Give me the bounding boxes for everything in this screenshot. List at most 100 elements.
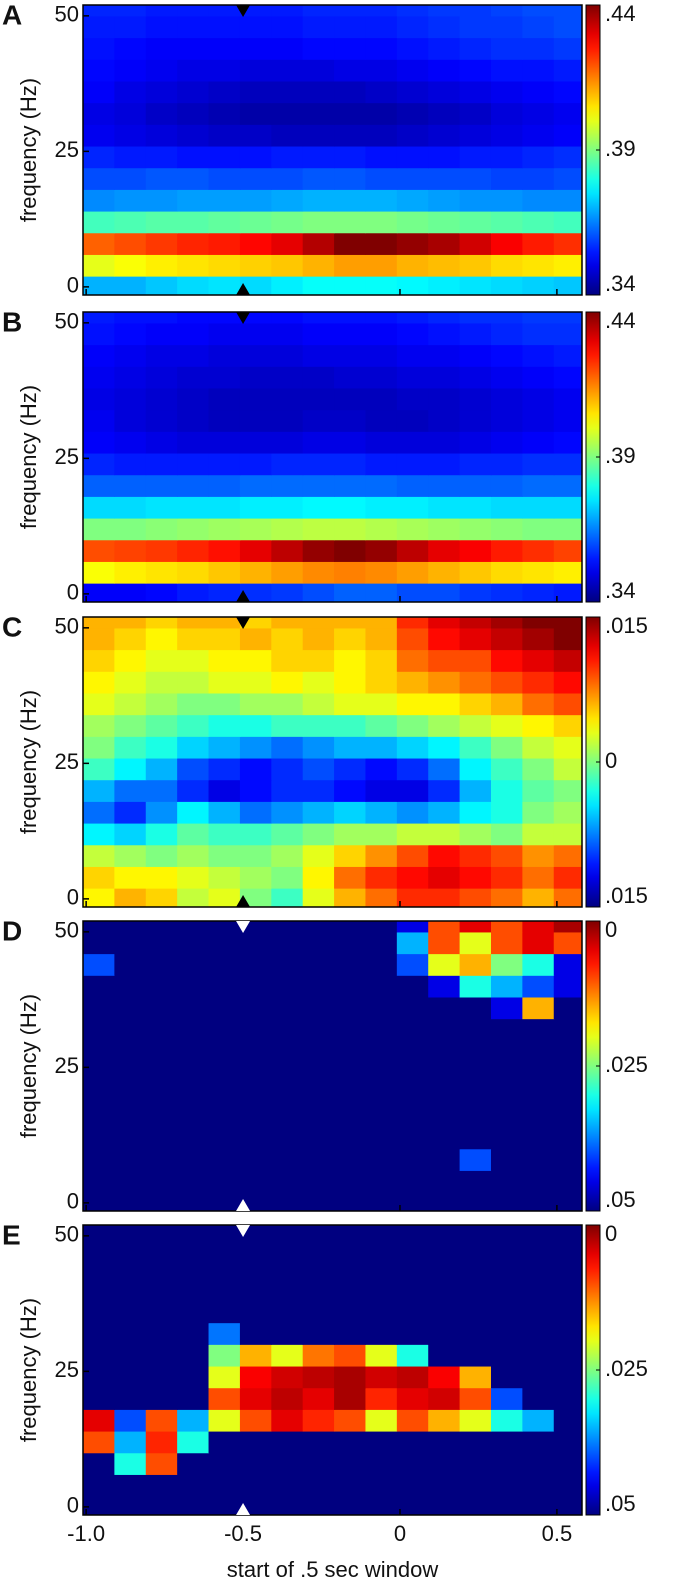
heatmap-cell — [490, 1474, 523, 1497]
heatmap-cell — [396, 1018, 429, 1041]
heatmap-cell — [83, 866, 115, 889]
heatmap-cell — [396, 37, 429, 60]
heatmap-cell — [177, 517, 210, 541]
heatmap-cell — [365, 1235, 398, 1259]
heatmap-cell — [83, 649, 115, 672]
heatmap-cell — [83, 1496, 115, 1515]
heatmap-cell — [396, 996, 429, 1020]
heatmap-cell — [553, 1126, 582, 1150]
heatmap-cell — [271, 145, 304, 169]
heatmap-cell — [114, 431, 147, 454]
heatmap-cell — [365, 59, 398, 82]
heatmap-cell — [553, 1257, 582, 1280]
heatmap-cell — [428, 539, 461, 562]
heatmap-cell — [239, 210, 272, 234]
heatmap-cell — [459, 15, 492, 39]
heatmap-cell — [459, 671, 492, 694]
heatmap-cell — [239, 232, 272, 255]
heatmap-cell — [302, 167, 335, 190]
heatmap-cell — [145, 736, 178, 759]
heatmap-cell — [553, 714, 582, 737]
heatmap-cell — [83, 1387, 115, 1410]
heatmap-cell — [396, 409, 429, 432]
heatmap-cell — [114, 649, 147, 672]
heatmap-cell — [302, 975, 335, 998]
heatmap-cell — [177, 561, 210, 584]
heatmap-cell — [396, 1300, 429, 1324]
heatmap-cell — [208, 617, 241, 629]
heatmap-cell — [177, 15, 210, 39]
heatmap-cell — [239, 1365, 272, 1389]
heatmap-cell — [490, 1170, 523, 1193]
heatmap-cell — [239, 102, 272, 125]
heatmap-cell — [396, 232, 429, 255]
y-axis-label: frequency (Hz) — [16, 385, 41, 529]
heatmap-cell — [522, 1257, 555, 1280]
panel-letter: D — [2, 915, 22, 946]
heatmap-cell — [239, 921, 272, 933]
heatmap-cell — [396, 145, 429, 169]
heatmap-cell — [459, 1430, 492, 1454]
heatmap-cell — [208, 474, 241, 497]
heatmap-cell — [208, 431, 241, 454]
onset-marker — [236, 590, 251, 602]
heatmap-cell — [208, 232, 241, 255]
heatmap-cell — [239, 692, 272, 716]
heatmap-cell — [208, 322, 241, 346]
heatmap-cell — [208, 1387, 241, 1410]
heatmap-cell — [459, 232, 492, 255]
heatmap-cell — [459, 1040, 492, 1063]
heatmap-cell — [396, 1279, 429, 1302]
heatmap-cell — [459, 1018, 492, 1041]
heatmap-cell — [522, 37, 555, 60]
heatmap-cell — [271, 888, 304, 907]
heatmap-cell — [145, 996, 178, 1020]
heatmap-cell — [396, 474, 429, 497]
heatmap-cell — [365, 1387, 398, 1410]
heatmap-cell — [334, 1083, 367, 1106]
heatmap-cells — [83, 5, 582, 295]
heatmap-cell — [83, 1279, 115, 1302]
heatmap-cell — [428, 431, 461, 454]
heatmap-cell — [428, 210, 461, 234]
heatmap-cell — [365, 124, 398, 147]
heatmap-cell — [396, 322, 429, 346]
heatmap-cell — [490, 627, 523, 651]
heatmap-cell — [553, 80, 582, 104]
heatmap-cell — [114, 474, 147, 497]
heatmap-cell — [114, 276, 147, 295]
heatmap-cell — [522, 757, 555, 781]
heatmap-cell — [365, 1040, 398, 1063]
heatmap-cell — [177, 844, 210, 867]
heatmap-cell — [522, 822, 555, 846]
heatmap-cell — [365, 80, 398, 104]
heatmap-cell — [490, 822, 523, 846]
heatmap-cell — [239, 1105, 272, 1128]
heatmap-cell — [239, 931, 272, 955]
heatmap-cells — [83, 617, 582, 907]
heatmap-cell — [145, 1496, 178, 1515]
heatmap-cell — [334, 931, 367, 955]
heatmap-cell — [459, 1496, 492, 1515]
heatmap-cell — [396, 822, 429, 846]
heatmap-cell — [83, 1061, 115, 1085]
heatmap-cell — [428, 1192, 461, 1211]
heatmap-cell — [145, 1365, 178, 1389]
heatmap-cell — [239, 714, 272, 737]
heatmap-cell — [522, 517, 555, 541]
heatmap-cell — [522, 1322, 555, 1345]
heatmap-cell — [334, 409, 367, 432]
heatmap-cell — [365, 617, 398, 629]
heatmap-cell — [553, 517, 582, 541]
heatmap-cell — [177, 736, 210, 759]
heatmap-cell — [428, 409, 461, 432]
heatmap-cell — [334, 539, 367, 562]
heatmap-cell — [83, 1170, 115, 1193]
heatmap-cell — [334, 431, 367, 454]
heatmap-cell — [114, 692, 147, 716]
heatmap-cell — [145, 975, 178, 998]
heatmap-cell — [208, 931, 241, 955]
heatmap-cell — [428, 322, 461, 346]
heatmap-cell — [177, 583, 210, 602]
heatmap-cell — [522, 921, 555, 933]
